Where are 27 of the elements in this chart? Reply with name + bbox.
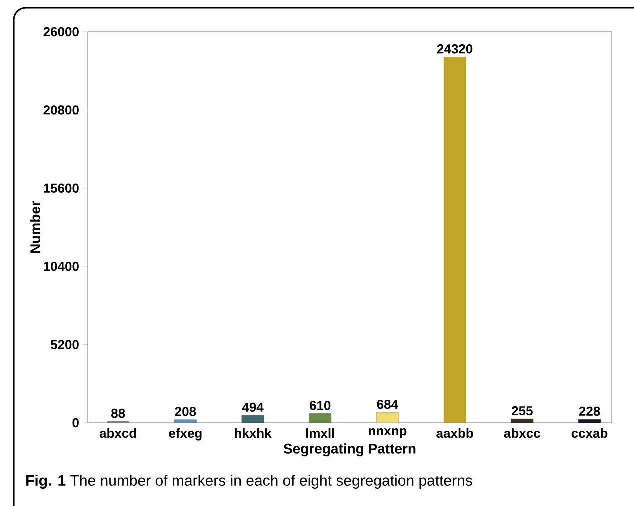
data-label: 88 <box>111 408 126 418</box>
y-tick-label: 15600 <box>44 184 79 193</box>
y-tick-label: 20800 <box>44 106 79 115</box>
data-label: 610 <box>310 401 331 410</box>
text: Fig. 1 The number of markers in each of eight segregation patterns <box>26 474 472 490</box>
data-label: 208 <box>175 407 196 416</box>
y-axis-title: Number <box>30 201 40 254</box>
bar <box>511 418 534 423</box>
x-tick-label: ccxab <box>572 428 608 438</box>
x-tick-label: abxcd <box>100 428 136 438</box>
y-tick-label: 0 <box>72 418 79 428</box>
x-tick-label: efxeg <box>169 428 202 441</box>
y-tick-label: 10400 <box>44 262 79 272</box>
data-label: 684 <box>377 400 398 410</box>
data-label: 228 <box>579 406 600 416</box>
x-tick-label: aaxbb <box>436 428 474 438</box>
y-tick-label: 5200 <box>50 340 79 350</box>
data-label: 255 <box>512 406 533 416</box>
bar <box>309 414 332 423</box>
x-tick-label: abxcc <box>504 428 540 438</box>
x-tick-label: lmxll <box>306 428 334 438</box>
y-tick-label: 26000 <box>44 27 79 37</box>
x-tick-label: nnxnp <box>369 428 407 438</box>
x-tick-label: hkxhk <box>235 428 272 438</box>
data-label: 494 <box>242 402 264 412</box>
data-label: 24320 <box>437 44 473 54</box>
x-axis-title: Segregating Pattern <box>284 444 416 457</box>
